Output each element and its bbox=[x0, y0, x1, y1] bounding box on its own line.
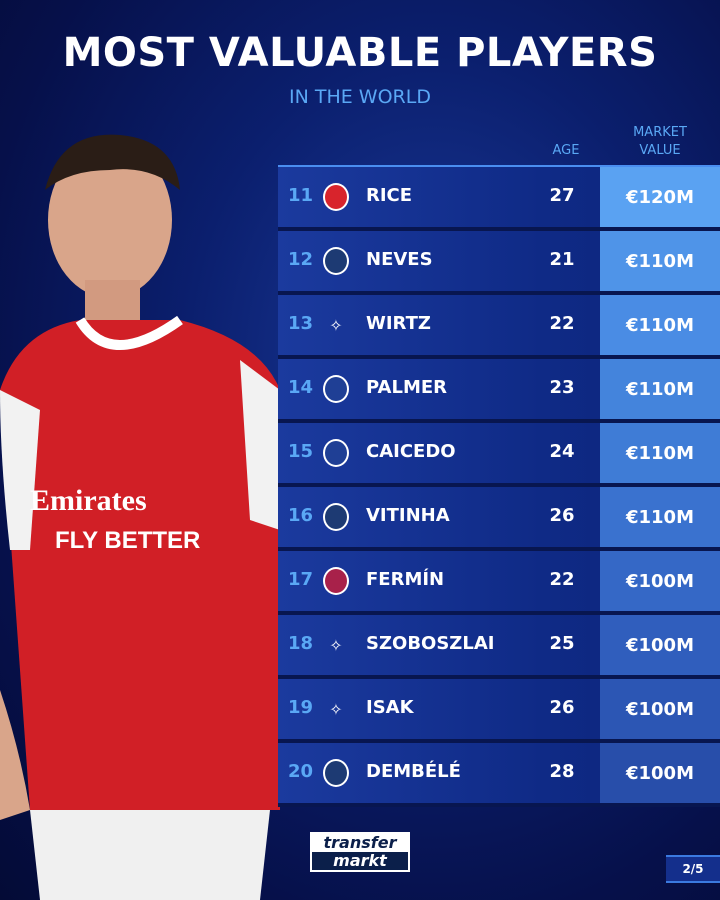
players-table: 11 RICE 27 €120M 12 NEVES 21 €110M 13 ✧ WI… bbox=[278, 165, 720, 807]
player-name: PALMER bbox=[366, 377, 448, 398]
club-crest-icon bbox=[323, 567, 349, 595]
club-crest-icon: ✧ bbox=[329, 315, 343, 335]
market-value: €110M bbox=[600, 423, 720, 483]
market-value: €100M bbox=[600, 743, 720, 803]
table-row: 20 DEMBÉLÉ 28 €100M bbox=[278, 743, 720, 807]
page-subtitle: IN THE WORLD bbox=[289, 86, 431, 108]
player-name: WIRTZ bbox=[366, 313, 431, 334]
market-value: €110M bbox=[600, 295, 720, 355]
table-row: 19 ✧ ISAK 26 €100M bbox=[278, 679, 720, 743]
market-value: €100M bbox=[600, 551, 720, 611]
table-row: 14 PALMER 23 €110M bbox=[278, 359, 720, 423]
rank: 15 bbox=[288, 441, 314, 462]
player-age: 26 bbox=[549, 697, 575, 718]
logo-line1: transfer bbox=[312, 834, 408, 852]
table-row: 11 RICE 27 €120M bbox=[278, 167, 720, 231]
player-age: 24 bbox=[549, 441, 575, 462]
club-crest-icon bbox=[323, 375, 349, 403]
player-name: ISAK bbox=[366, 697, 414, 718]
market-value: €110M bbox=[600, 231, 720, 291]
player-age: 22 bbox=[549, 569, 575, 590]
player-name: SZOBOSZLAI bbox=[366, 633, 495, 654]
table-row: 15 CAICEDO 24 €110M bbox=[278, 423, 720, 487]
player-age: 23 bbox=[549, 377, 575, 398]
logo-line2: markt bbox=[333, 851, 387, 870]
age-header: AGE bbox=[544, 142, 588, 160]
club-crest-icon bbox=[323, 183, 349, 211]
player-age: 27 bbox=[549, 185, 575, 206]
rank: 19 bbox=[288, 697, 314, 718]
market-value: €110M bbox=[600, 359, 720, 419]
player-name: FERMÍN bbox=[366, 569, 445, 590]
rank: 13 bbox=[288, 313, 314, 334]
market-value-header: MARKET VALUE bbox=[610, 124, 710, 160]
market-value: €110M bbox=[600, 487, 720, 547]
page-title: MOST VALUABLE PLAYERS bbox=[62, 30, 658, 76]
market-value: €100M bbox=[600, 615, 720, 675]
player-name: RICE bbox=[366, 185, 413, 206]
player-photo: Emirates FLY BETTER bbox=[0, 134, 280, 900]
rank: 12 bbox=[288, 249, 314, 270]
table-row: 18 ✧ SZOBOSZLAI 25 €100M bbox=[278, 615, 720, 679]
market-value: €120M bbox=[600, 167, 720, 227]
transfermarkt-logo: transfer markt bbox=[310, 832, 410, 872]
player-name: NEVES bbox=[366, 249, 433, 270]
svg-text:FLY BETTER: FLY BETTER bbox=[55, 527, 200, 554]
rank: 18 bbox=[288, 633, 314, 654]
page-indicator: 2/5 bbox=[666, 855, 720, 883]
table-row: 13 ✧ WIRTZ 22 €110M bbox=[278, 295, 720, 359]
rank: 14 bbox=[288, 377, 314, 398]
rank: 20 bbox=[288, 761, 314, 782]
player-age: 21 bbox=[549, 249, 575, 270]
market-value-header-line2: VALUE bbox=[639, 143, 681, 158]
club-crest-icon bbox=[323, 759, 349, 787]
club-crest-icon: ✧ bbox=[329, 635, 343, 655]
club-crest-icon bbox=[323, 503, 349, 531]
club-crest-icon bbox=[323, 439, 349, 467]
table-row: 17 FERMÍN 22 €100M bbox=[278, 551, 720, 615]
club-crest-icon: ✧ bbox=[329, 699, 343, 719]
player-age: 25 bbox=[549, 633, 575, 654]
age-header-label: AGE bbox=[552, 143, 580, 158]
table-row: 12 NEVES 21 €110M bbox=[278, 231, 720, 295]
player-name: VITINHA bbox=[366, 505, 450, 526]
table-row: 16 VITINHA 26 €110M bbox=[278, 487, 720, 551]
rank: 17 bbox=[288, 569, 314, 590]
player-age: 26 bbox=[549, 505, 575, 526]
svg-text:Emirates: Emirates bbox=[30, 484, 147, 517]
rank: 16 bbox=[288, 505, 314, 526]
market-value-header-line1: MARKET bbox=[633, 125, 687, 140]
player-name: CAICEDO bbox=[366, 441, 456, 462]
player-age: 22 bbox=[549, 313, 575, 334]
player-name: DEMBÉLÉ bbox=[366, 761, 461, 782]
player-age: 28 bbox=[549, 761, 575, 782]
market-value: €100M bbox=[600, 679, 720, 739]
rank: 11 bbox=[288, 185, 314, 206]
club-crest-icon bbox=[323, 247, 349, 275]
